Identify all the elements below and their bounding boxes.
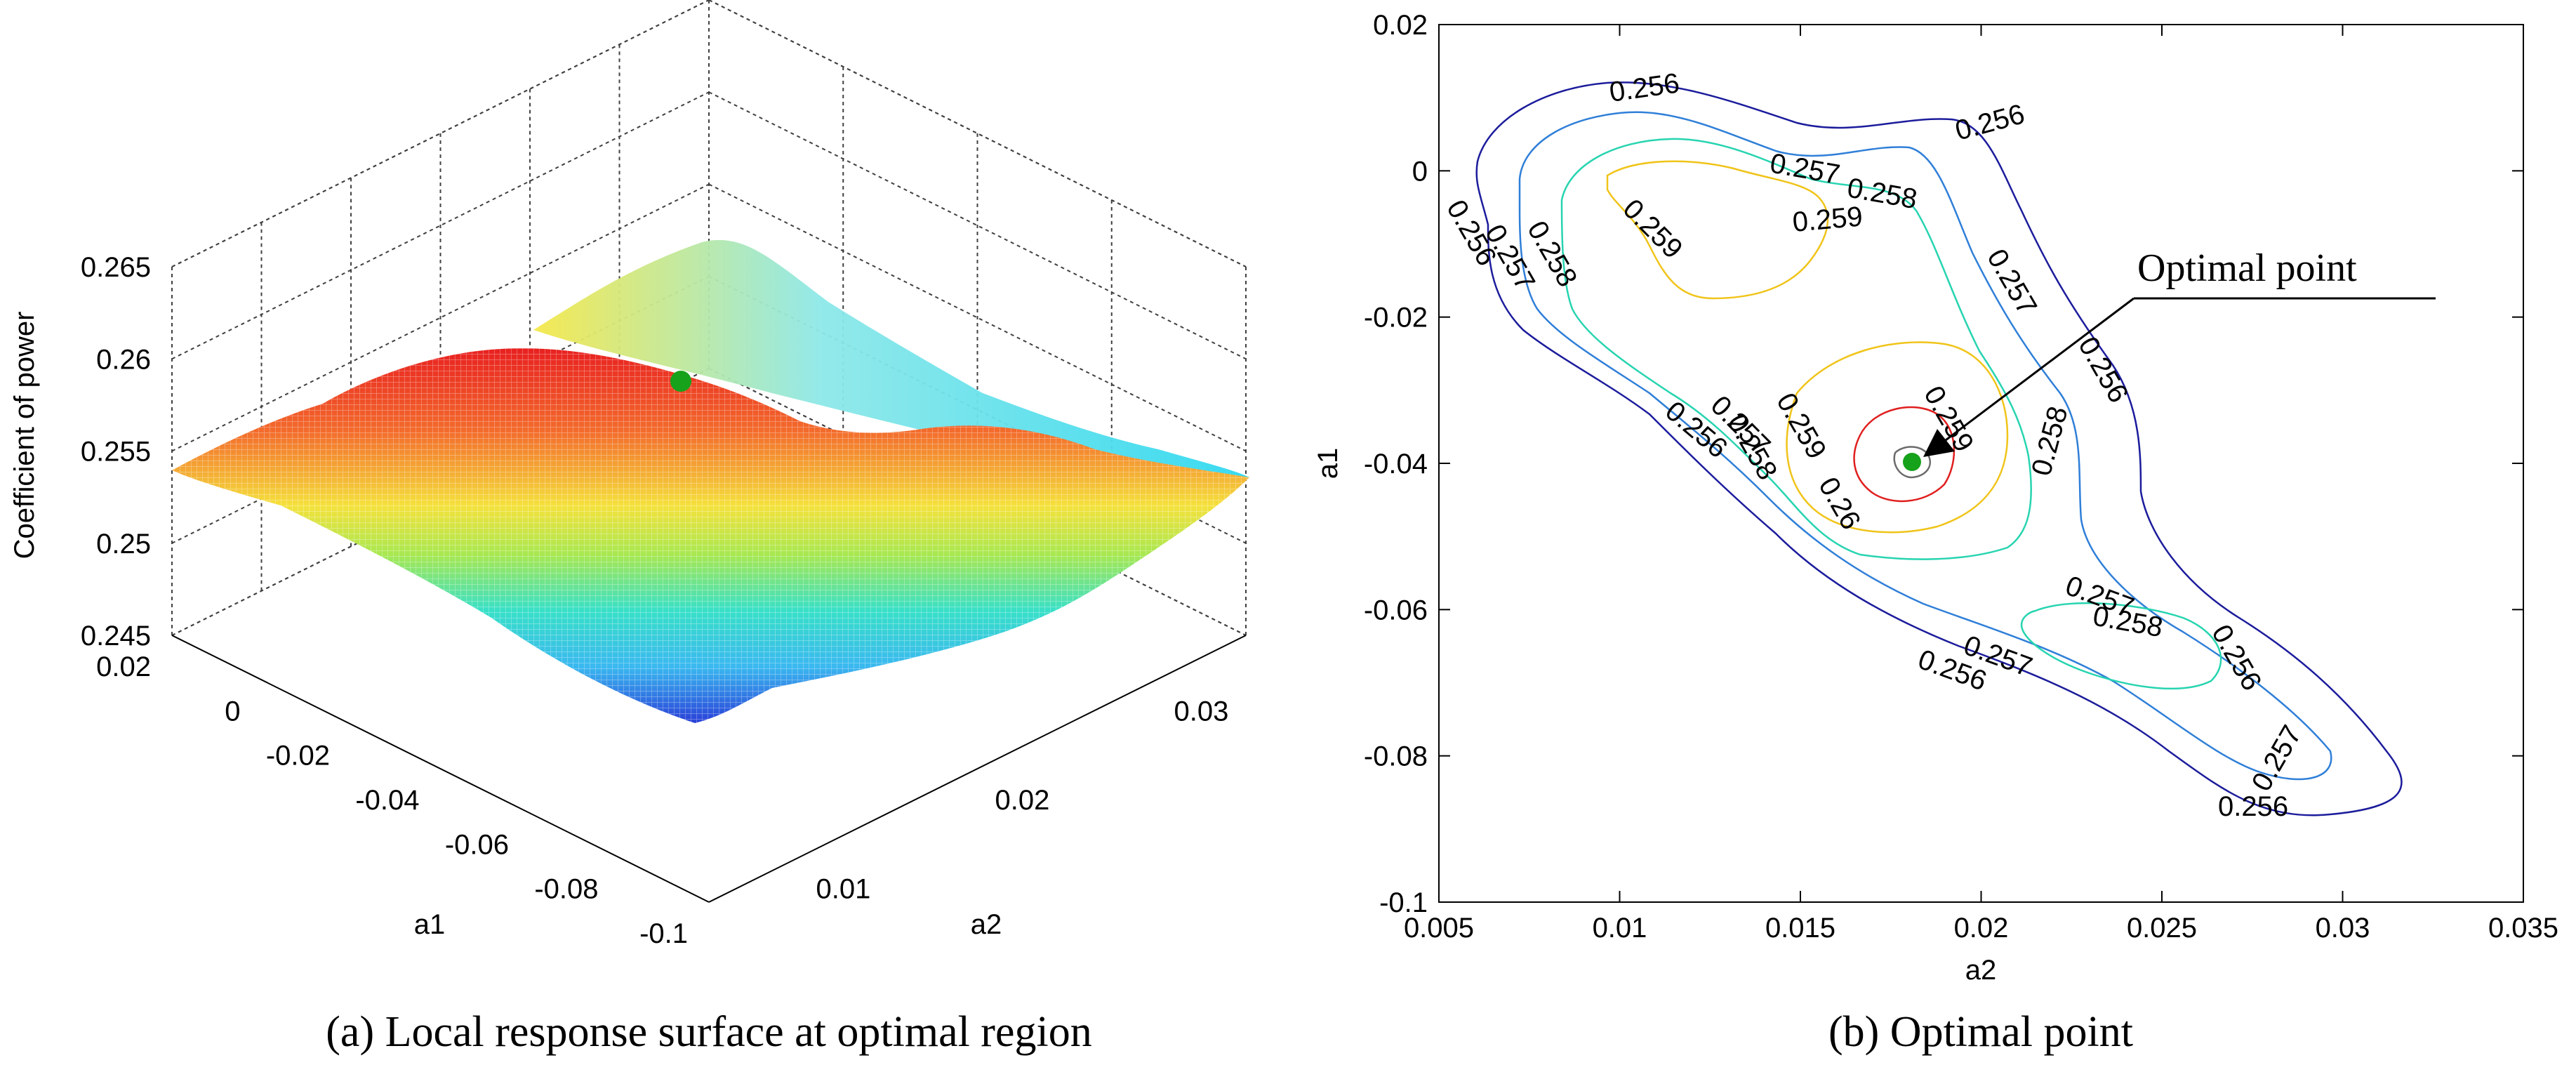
surface-optimal-point [670,371,691,392]
a1-tick-label: 0 [225,696,240,727]
a1-tick-label: -0.08 [534,874,598,905]
contour-line-0.26-inner [1893,446,1931,479]
a2-axis-label: a2 [971,909,1002,940]
contour-line-0.257 [1518,111,2332,781]
contour-x-tick-label: 0.025 [2127,913,2197,944]
z-tick-label: 0.26 [96,344,151,375]
a2-tick-label: 0.02 [995,785,1050,816]
a1-tick-label: 0.02 [96,651,151,682]
a1-tick-label: -0.02 [266,741,330,772]
contour-y-tick-label: -0.02 [1364,303,1428,333]
contour-x-axis-label: a2 [1965,955,1997,986]
a2-tick-label: 0.01 [816,874,871,905]
contour-y-tick-label: 0.02 [1373,10,1428,41]
contour-line-0.26 [1853,406,1956,503]
annotation-arrowhead [1923,429,1955,457]
z-axis-ticks: 0.265 0.26 0.255 0.25 0.245 [81,252,151,651]
contour-x-tick-label: 0.02 [1954,913,2009,944]
contour-x-tick-label: 0.03 [2316,913,2370,944]
contour-x-tick-label: 0.01 [1593,913,1647,944]
a1-tick-label: -0.1 [639,918,688,949]
contour-panel: 0.005 0.01 0.015 0.02 0.025 0.03 0.035 0.02 0 -0.… [1313,10,2558,1056]
contour-plot-area [1438,24,2524,903]
contour-labels: 0.2560.2560.2560.2560.2560.2560.2560.256… [1440,67,2308,822]
contour-y-tick-label: -0.04 [1364,449,1428,479]
contour-y-tick-label: 0 [1412,156,1428,187]
contour-line-0.258-lower [2020,602,2222,690]
a1-tick-label: -0.04 [355,785,419,816]
z-tick-label: 0.25 [96,529,151,560]
annotation-text: Optimal point [2137,246,2357,290]
a2-tick-label: 0.03 [1174,696,1229,727]
contour-x-tick-label: 0.015 [1765,913,1835,944]
surface-mesh-overlay [172,348,1249,723]
annotation-arrow-line [1942,297,2135,444]
contour-line-0.256 [1475,81,2403,816]
contour-label: 0.256 [2218,791,2288,822]
contour-line-0.258 [1560,138,2032,560]
caption-b: (b) Optimal point [1828,1008,2133,1056]
contour-line-0.259-upper [1606,160,1829,300]
z-tick-label: 0.245 [81,621,151,651]
surface-back-lobe [533,239,1249,491]
caption-a: (a) Local response surface at optimal re… [326,1008,1091,1056]
contour-ticks: 0.005 0.01 0.015 0.02 0.025 0.03 0.035 0.02 0 -0.… [1364,10,2558,944]
contour-y-tick-label: -0.1 [1379,887,1428,918]
a1-tick-label: -0.06 [445,829,509,860]
contour-y-axis-label: a1 [1313,448,1343,479]
z-tick-label: 0.265 [81,252,151,283]
contour-y-tick-label: -0.08 [1364,741,1428,772]
contour-x-tick-label: 0.035 [2488,913,2558,944]
z-axis-label: Coefficient of power [9,312,40,560]
a2-axis-ticks: 0.01 0.02 0.03 [816,696,1229,904]
contour-label: 0.259 [1791,201,1864,238]
a1-axis-ticks: 0.02 0 -0.02 -0.04 -0.06 -0.08 -0.1 [96,651,688,949]
contour-x-tick-label: 0.005 [1404,913,1474,944]
contour-line-0.259-lower [1786,341,2009,534]
contour-y-tick-label: -0.06 [1364,595,1428,626]
contour-optimal-point [1903,453,1921,471]
z-tick-label: 0.255 [81,437,151,468]
a1-axis-label: a1 [414,909,446,940]
